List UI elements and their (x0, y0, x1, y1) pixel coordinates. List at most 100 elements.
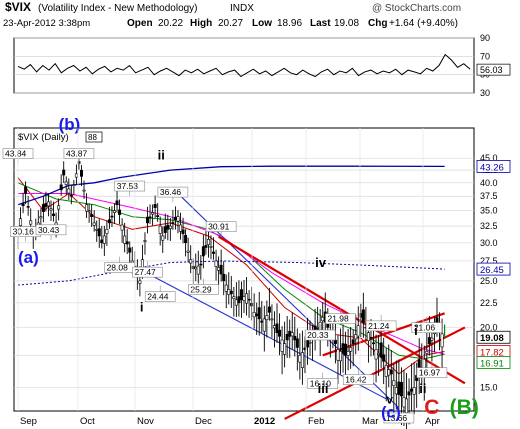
open-label: Open (127, 18, 153, 29)
price-bar-body (97, 228, 101, 237)
price-bar-body (39, 216, 43, 219)
price-bar-body (72, 184, 76, 187)
price-bar-body (163, 226, 167, 233)
point-label: 30.16 (13, 227, 35, 237)
price-bar-body (242, 296, 246, 301)
point-label: 13.66 (386, 413, 408, 423)
price-bar-body (384, 365, 388, 377)
last-label: Last (310, 18, 331, 29)
point-label: 25.29 (190, 284, 212, 294)
rsi-tick-label: 70 (480, 51, 490, 61)
month-tick-label: Feb (308, 416, 324, 427)
price-bar-body (156, 215, 160, 217)
price-bar-body (128, 247, 132, 253)
price-bar-body (209, 246, 213, 248)
point-label: 36.46 (160, 187, 182, 197)
moving-average-line (17, 260, 445, 286)
price-bar-body (349, 347, 353, 352)
rsi-current-box (476, 63, 511, 76)
wave-label: i (414, 323, 418, 338)
price-bar-body (255, 313, 259, 316)
price-bar-body (166, 224, 170, 230)
price-bar-body (278, 329, 282, 337)
month-tick-label: Apr (425, 416, 440, 427)
price-bar-body (338, 351, 342, 362)
price-bar-body (412, 387, 416, 395)
price-bar-body (298, 354, 302, 363)
point-label-box (205, 221, 237, 232)
price-bar-body (64, 181, 68, 185)
chg-value: +1.64 (+9.40%) (389, 18, 458, 29)
price-bar-body (217, 267, 221, 271)
month-tick-label: 2012 (254, 416, 275, 427)
price-axis-value-box (476, 356, 511, 369)
price-bar-body (90, 214, 94, 217)
price-bar-body (425, 351, 429, 354)
price-bar-body (427, 337, 431, 344)
price-bar-body (44, 203, 48, 207)
point-label: 27.47 (135, 267, 157, 277)
price-tick-label: 30.0 (480, 238, 498, 248)
wave-label: (b) (59, 115, 81, 134)
point-label: 16.42 (345, 375, 367, 385)
price-bar-body (270, 318, 274, 321)
point-label: 37.53 (117, 181, 139, 191)
price-axis-value: 19.08 (480, 333, 504, 344)
point-label: 30.91 (208, 222, 230, 232)
price-bar-body (21, 203, 25, 207)
wave-label: C (424, 396, 439, 419)
price-bar-body (308, 341, 312, 344)
point-label-box (307, 378, 339, 389)
price-bar-body (374, 349, 378, 360)
price-bar-body (115, 200, 119, 206)
price-bar-body (161, 235, 165, 241)
price-bar-body (74, 173, 78, 178)
price-bar-body (316, 327, 320, 329)
point-label-box (63, 148, 95, 159)
price-bar-body (237, 296, 241, 304)
price-bar-body (212, 251, 216, 254)
price-tick-label: 45.0 (480, 153, 498, 163)
price-bar-body (405, 398, 409, 414)
moving-average-line (17, 177, 445, 375)
symbol: $VIX (5, 0, 31, 14)
price-bar-body (257, 307, 261, 320)
price-bar-body (402, 397, 406, 408)
wave-label: (c) (381, 404, 401, 421)
point-label-box (35, 224, 67, 236)
price-bar-body (366, 332, 370, 342)
price-bar-body (206, 239, 210, 245)
wave-label: v (386, 392, 393, 406)
point-label: 20.33 (307, 330, 329, 340)
price-panel-label-box (85, 131, 103, 143)
price-bar-body (239, 289, 243, 301)
price-bar-body (41, 204, 45, 212)
price-bar-body (29, 220, 33, 225)
price-bar-body (112, 210, 116, 213)
exchange: INDX (230, 3, 254, 14)
price-bar-body (387, 369, 391, 376)
price-bar-body (49, 208, 53, 211)
point-label: 21.06 (414, 323, 436, 333)
price-bar-body (171, 222, 175, 224)
price-bar-body (351, 339, 355, 344)
price-bar-body (181, 229, 185, 235)
price-bar-body (138, 280, 142, 284)
price-bar-body (120, 224, 124, 231)
price-bar-body (82, 189, 86, 192)
price-bar-body (186, 250, 190, 253)
price-bar-body (295, 338, 299, 348)
month-tick-label: Nov (137, 416, 154, 427)
price-bar-body (377, 353, 381, 356)
price-bar-body (110, 215, 114, 218)
price-bar-body (196, 265, 200, 275)
open-value: 20.22 (158, 18, 183, 29)
price-frame (13, 127, 475, 412)
high-label: High (190, 18, 212, 29)
point-label-box (114, 180, 146, 192)
price-bar-body (262, 318, 266, 332)
point-label-box (188, 284, 219, 295)
point-label: 16.97 (419, 368, 441, 378)
price-bar-body (272, 325, 276, 329)
